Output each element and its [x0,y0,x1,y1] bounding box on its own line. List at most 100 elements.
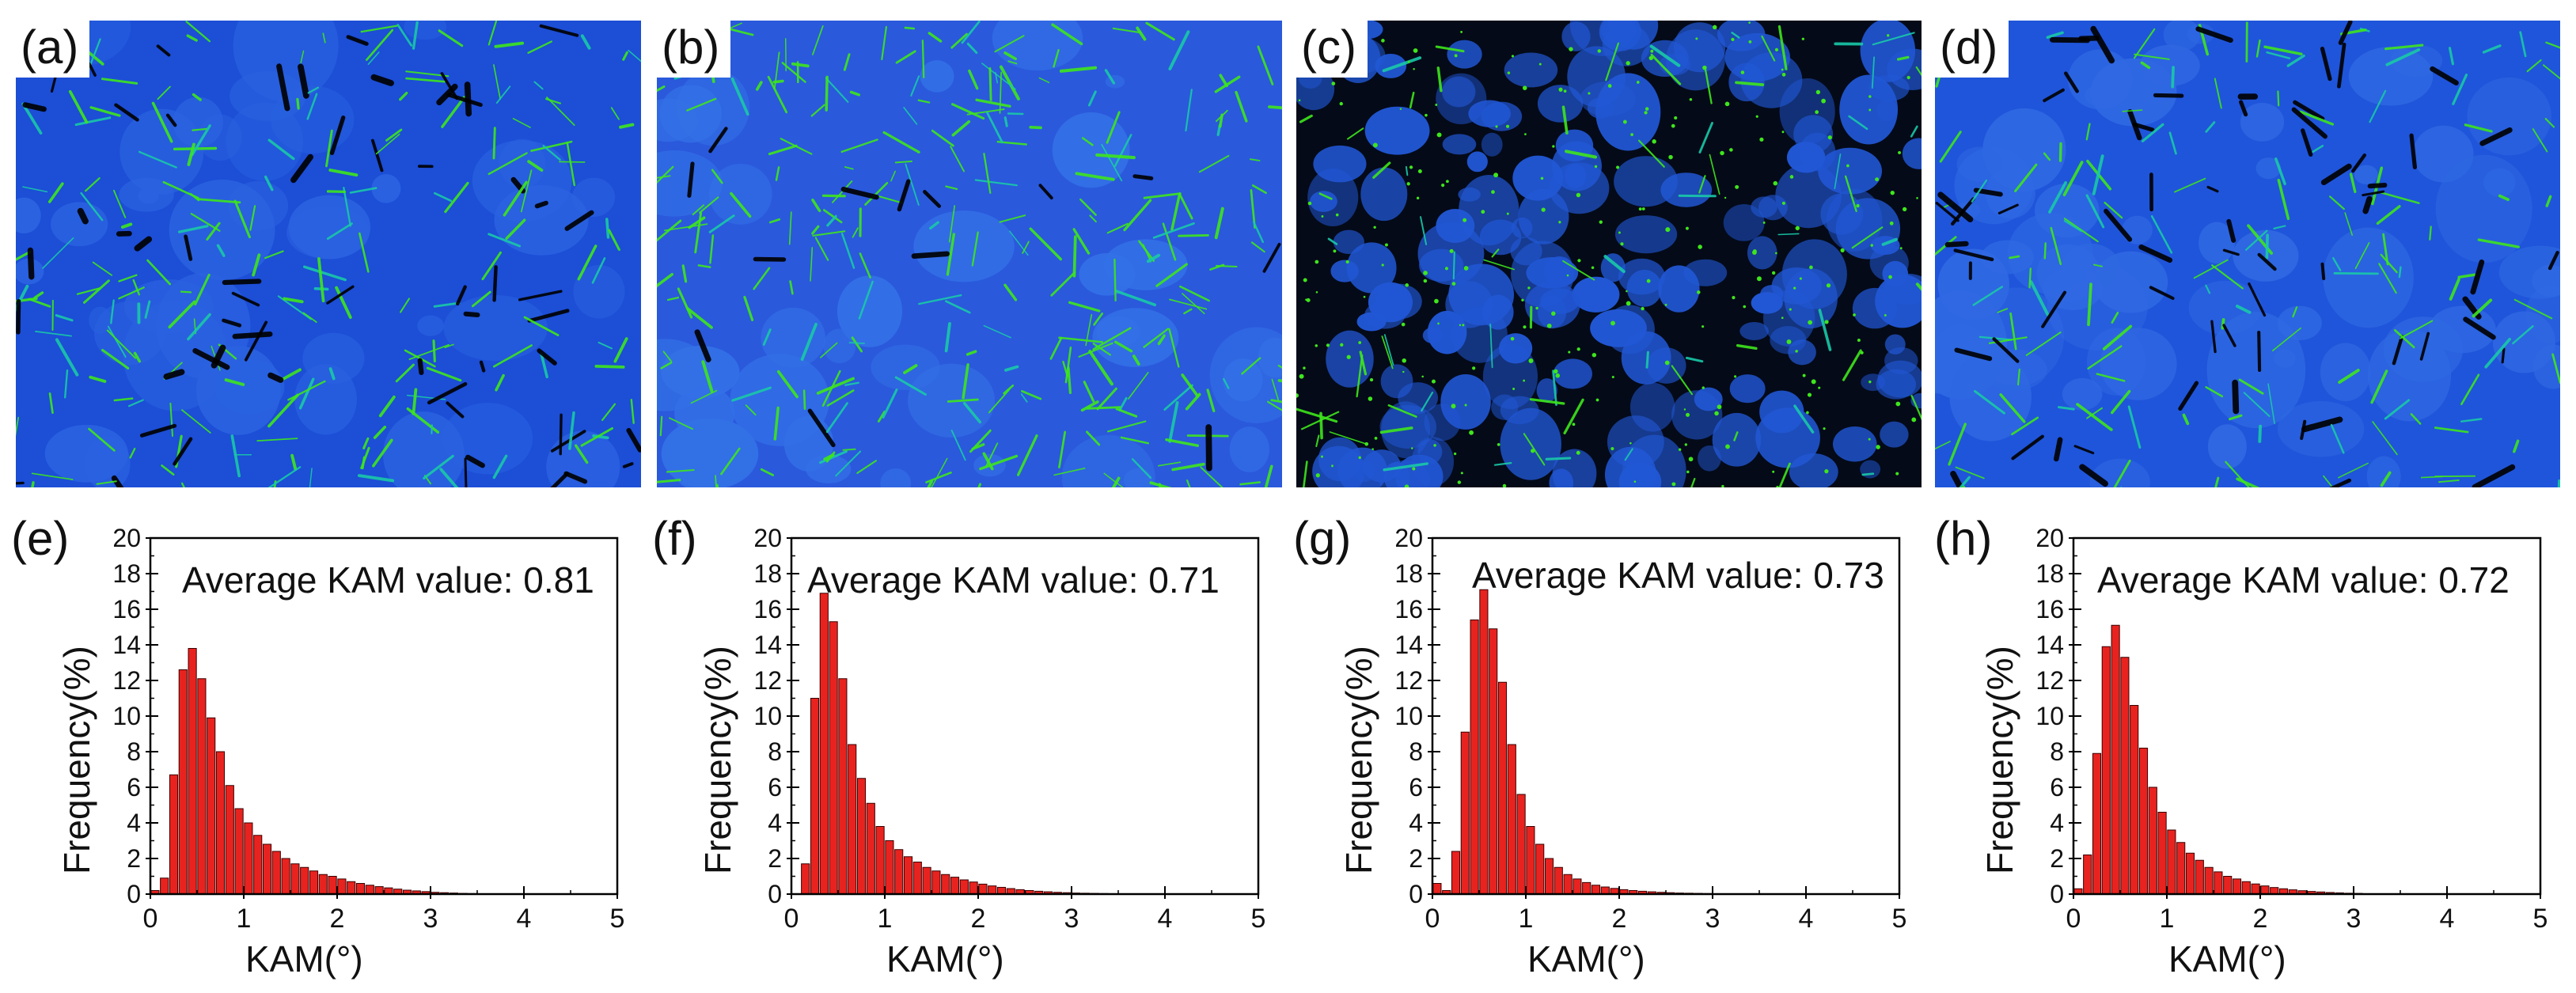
map-boundary [1092,343,1112,356]
map-boundary [492,127,496,160]
map-speck [1326,343,1330,347]
map-boundary [412,388,418,415]
y-tick-label: 18 [753,559,782,588]
map-dark-band [2300,419,2307,440]
map-dark-band [2054,437,2063,462]
map-boundary [946,233,955,276]
map-boundary [810,104,825,117]
map-boundary [267,466,302,487]
map-boundary [743,295,754,321]
map-dark-band [134,236,153,252]
map-boundary [994,35,1025,53]
map-boundary [1948,423,1967,466]
map-boundary [533,81,544,90]
map-boundary [492,344,533,368]
map-boundary [309,468,313,487]
map-boundary [1079,198,1097,216]
grain [2354,165,2378,184]
grain [2255,157,2282,180]
map-boundary [842,448,856,451]
grain [1310,191,1337,212]
map-boundary [951,103,985,120]
map-dark-band [184,234,193,261]
map-boundary [988,388,1011,414]
map-boundary [619,123,635,129]
map-boundary [426,366,462,382]
map-boundary [1146,253,1160,263]
map-boundary [194,273,211,306]
map-dark-band [463,311,480,317]
map-boundary [151,101,173,143]
map-speck [1802,373,1806,377]
map-boundary [692,204,705,216]
grain [417,315,445,336]
map-speck [1786,339,1792,344]
map-speck [1868,438,1871,441]
grain [1103,239,1188,290]
map-boundary [168,300,196,329]
grain [1061,434,1155,487]
map-speck [1645,107,1649,111]
map-boundary [2286,54,2305,67]
map-speck [1821,98,1826,104]
map-boundary [2512,325,2534,345]
map-boundary [825,75,829,112]
histogram-bar [941,874,950,895]
map-boundary [1939,131,1962,163]
map-speck [1626,61,1630,66]
map-dark-band [479,360,486,373]
grain [2467,77,2551,156]
map-boundary [230,434,241,478]
map-boundary [1761,35,1776,62]
map-boundary [985,111,1003,144]
map-speck [1444,267,1449,271]
map-boundary [2243,392,2271,417]
map-speck [1417,169,1422,173]
map-boundary [630,399,635,424]
map-speck [1724,101,1730,107]
map-dark-band [222,318,242,328]
map-boundary [1733,431,1739,442]
map-speck [1740,70,1745,74]
map-boundary [1997,308,2009,313]
chart-title: Average KAM value: 0.73 [1472,555,1884,596]
grain [2240,102,2285,142]
x-tick-label: 5 [2533,904,2548,934]
map-speck [1460,30,1463,33]
map-speck [1665,227,1671,233]
grain [1330,260,1359,282]
map-boundary [118,286,145,300]
map-boundary [608,229,620,252]
map-boundary [1483,259,1515,271]
map-dark-band [534,200,548,209]
map-boundary [1080,400,1099,412]
map-speck [1630,133,1633,137]
map-speck [1510,336,1515,341]
map-boundary [800,322,818,362]
map-boundary [1915,282,1922,291]
map-speck [1303,366,1306,370]
map-boundary [669,417,694,430]
histogram-bar [309,870,319,895]
map-boundary [851,336,863,353]
map-boundary [187,313,211,341]
map-speck [1540,176,1544,180]
map-boundary [1372,161,1391,179]
map-boundary [530,140,573,152]
kam-map-c: (c) [1296,21,1922,487]
map-boundary [1896,55,1910,61]
map-boundary [999,71,1002,114]
map-boundary [185,21,211,43]
x-tick-label: 0 [2066,904,2081,934]
map-boundary [412,21,419,50]
map-boundary [1356,354,1364,398]
map-boundary [1088,350,1113,386]
map-boundary [505,218,526,240]
map-speck [1650,49,1654,53]
histogram-bar [374,886,384,895]
map-boundary [975,98,1011,108]
map-dark-band [807,408,836,448]
histogram-bar [290,863,300,895]
panel-label: (b) [657,21,731,78]
